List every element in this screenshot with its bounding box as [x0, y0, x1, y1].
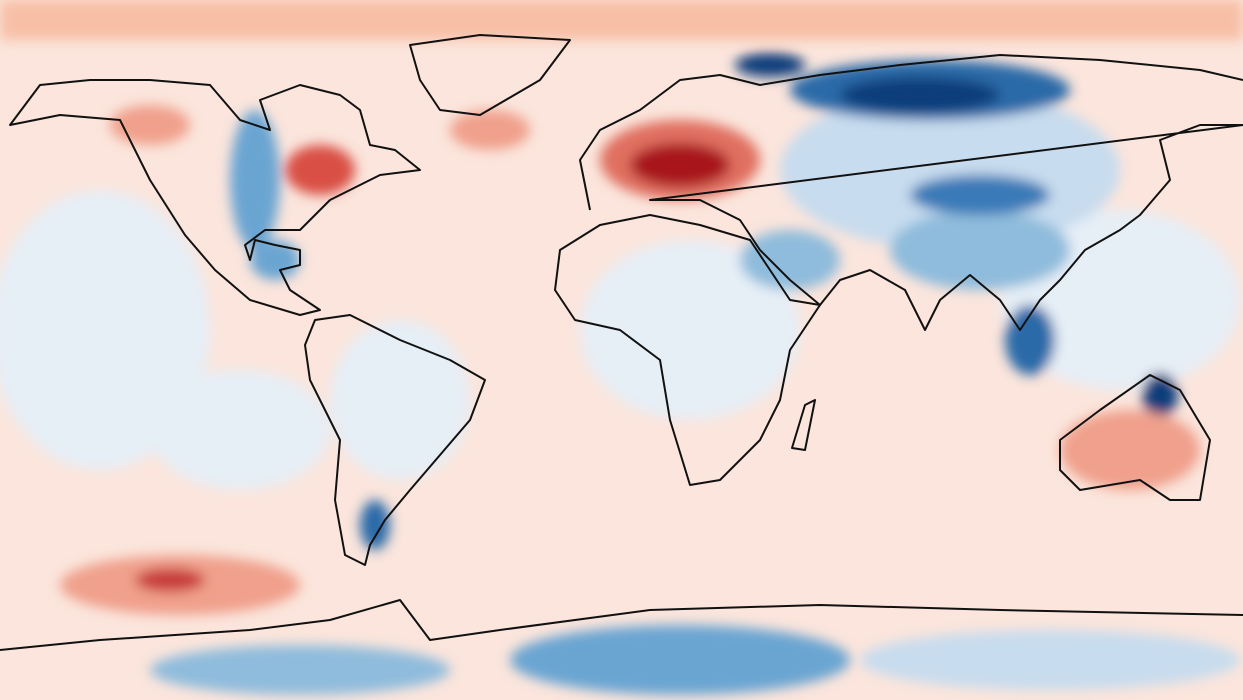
barents-cold: [735, 53, 805, 77]
na-cool: [230, 110, 280, 250]
coastlines: [0, 34, 1243, 651]
greenland: [409, 34, 571, 116]
australia: [1059, 374, 1211, 501]
sea-cold: [1005, 305, 1055, 375]
southern-hot: [135, 568, 205, 592]
antarctic-cool: [150, 645, 450, 695]
argentina-cold: [360, 500, 390, 550]
asia-cool: [780, 90, 1120, 250]
eurasia: [579, 54, 1243, 331]
south-america: [304, 314, 486, 566]
africa: [554, 214, 821, 486]
madagascar: [791, 399, 816, 451]
pacific-cool: [150, 370, 330, 490]
antarctic-cool: [510, 625, 850, 695]
siberia-coldest: [840, 77, 1000, 113]
asia-cold: [910, 175, 1050, 215]
asia-cool: [890, 210, 1070, 290]
pacific-cool: [0, 190, 210, 470]
europe-hot: [630, 143, 730, 187]
arabia-cool: [740, 230, 840, 290]
gulf-cool: [250, 240, 300, 280]
samerica-cool: [330, 320, 470, 480]
antarctica: [0, 599, 1243, 651]
aus-warm: [1060, 410, 1200, 490]
arctic-warm: [0, 0, 1243, 40]
africa-cool: [580, 240, 800, 420]
north-america: [9, 79, 421, 316]
antarctic-cool: [860, 630, 1240, 690]
canada-warm: [110, 105, 190, 145]
na-warm: [285, 145, 355, 195]
atlantic-warm: [450, 110, 530, 150]
